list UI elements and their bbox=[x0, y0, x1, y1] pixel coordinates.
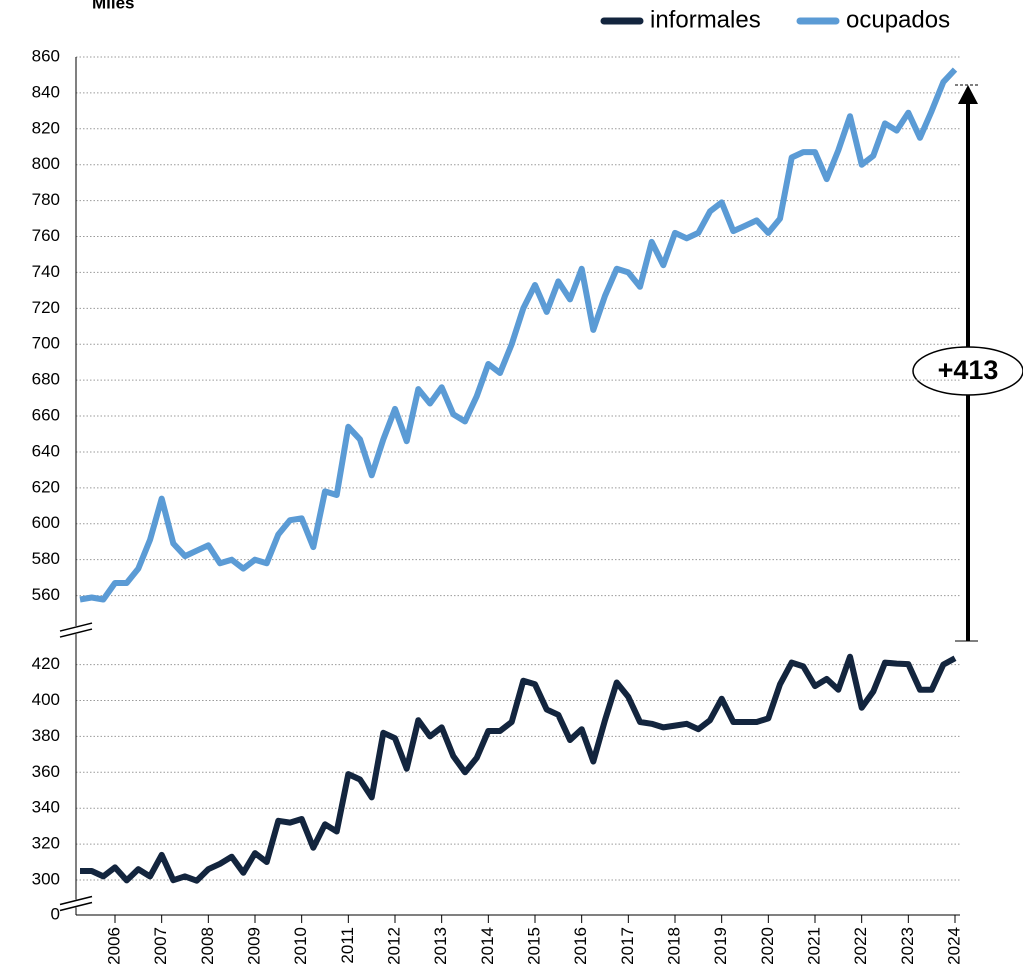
x-tick-label: 2024 bbox=[944, 927, 963, 965]
y-tick-label: 620 bbox=[32, 477, 60, 496]
y-tick-label: 640 bbox=[32, 441, 60, 460]
x-tick-label: 2012 bbox=[384, 927, 403, 965]
y-tick-label: 580 bbox=[32, 549, 60, 568]
axis-break-gap bbox=[60, 899, 92, 908]
x-tick-label: 2008 bbox=[198, 927, 217, 965]
y-tick-label: 300 bbox=[32, 869, 60, 888]
y-tick-label: 760 bbox=[32, 226, 60, 245]
y-tick-label: 840 bbox=[32, 82, 60, 101]
axis-break-mark bbox=[59, 901, 93, 912]
y-tick-label: 320 bbox=[32, 834, 60, 853]
x-tick-label: 2018 bbox=[664, 927, 683, 965]
y-tick-label: 340 bbox=[32, 798, 60, 817]
x-tick-label: 2022 bbox=[851, 927, 870, 965]
x-tick-label: 2014 bbox=[478, 927, 497, 965]
legend-label: informales bbox=[650, 6, 761, 33]
x-tick-label: 2023 bbox=[898, 927, 917, 965]
y-tick-label: 380 bbox=[32, 726, 60, 745]
axis-break-mark bbox=[59, 628, 93, 638]
x-tick-label: 2013 bbox=[431, 927, 450, 965]
y-tick-label: 780 bbox=[32, 190, 60, 209]
x-tick-label: 2021 bbox=[804, 927, 823, 965]
y-tick-label: 560 bbox=[32, 585, 60, 604]
y-tick-label: 720 bbox=[32, 298, 60, 317]
axis-break-mark bbox=[59, 895, 93, 906]
annotation-arrowhead bbox=[958, 85, 978, 104]
y-tick-label: 400 bbox=[32, 690, 60, 709]
x-tick-label: 2016 bbox=[571, 927, 590, 965]
y-tick-label: 700 bbox=[32, 334, 60, 353]
legend-label: ocupados bbox=[846, 6, 950, 33]
y-tick-label: 660 bbox=[32, 406, 60, 425]
x-tick-label: 2019 bbox=[711, 927, 730, 965]
x-tick-label: 2006 bbox=[104, 927, 123, 965]
y-tick-label: 740 bbox=[32, 262, 60, 281]
y-tick-label: 680 bbox=[32, 370, 60, 389]
x-tick-label: 2017 bbox=[618, 927, 637, 965]
x-tick-label: 2009 bbox=[244, 927, 263, 965]
series-line bbox=[79, 67, 958, 603]
x-tick-label: 2015 bbox=[524, 927, 543, 965]
x-tick-label: 2010 bbox=[291, 927, 310, 965]
axis-break-gap bbox=[60, 626, 92, 635]
series-line bbox=[80, 653, 957, 884]
y-tick-label: 800 bbox=[32, 154, 60, 173]
axis-break-mark bbox=[59, 622, 93, 632]
y-tick-label: 820 bbox=[32, 118, 60, 137]
x-tick-label: 2007 bbox=[151, 927, 170, 965]
y-axis-label: Miles bbox=[92, 0, 135, 12]
x-tick-label: 2011 bbox=[338, 927, 357, 964]
y-tick-label: 0 bbox=[51, 904, 60, 923]
y-tick-label: 600 bbox=[32, 513, 60, 532]
y-tick-label: 360 bbox=[32, 762, 60, 781]
y-tick-label: 860 bbox=[32, 46, 60, 65]
legend: informales ocupados bbox=[600, 6, 950, 33]
annotation-text: +413 bbox=[938, 355, 999, 385]
annotation-bubble bbox=[912, 346, 1023, 396]
x-tick-label: 2020 bbox=[758, 927, 777, 965]
y-tick-label: 420 bbox=[32, 654, 60, 673]
